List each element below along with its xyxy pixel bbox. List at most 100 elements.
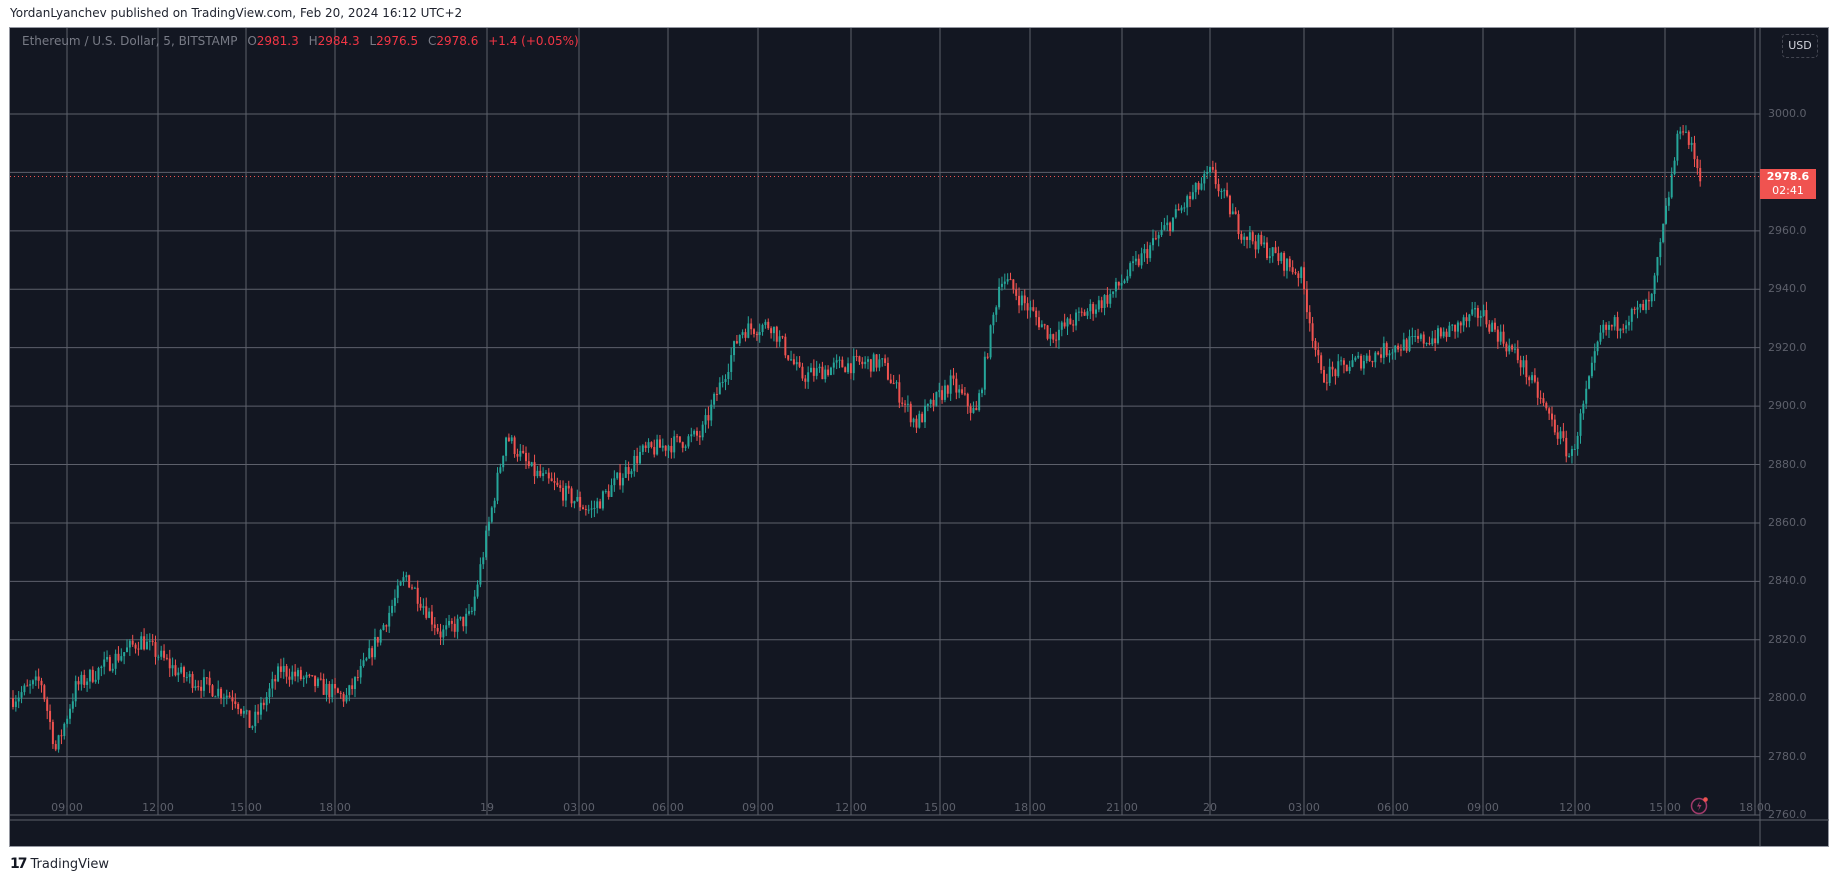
candle-body (536, 470, 539, 477)
candle-body (1465, 317, 1468, 322)
candle-body (1012, 279, 1015, 290)
candle-body (411, 587, 413, 589)
candle-body (713, 393, 716, 405)
candle-body (667, 445, 670, 451)
candle-body (516, 454, 519, 457)
candle-body (405, 575, 408, 578)
candle-body (88, 669, 91, 682)
candle-body (1251, 232, 1254, 242)
candle-body (468, 611, 470, 614)
candle-body (228, 695, 231, 698)
candle-body (339, 692, 342, 694)
candle-body (559, 485, 562, 488)
candle-body (596, 501, 599, 508)
candle-body (1143, 249, 1146, 254)
candle-body (1180, 207, 1183, 211)
candle-body (245, 710, 248, 712)
candle-body (1482, 310, 1485, 316)
candle-body (123, 652, 126, 657)
candle-body (738, 334, 741, 344)
candle-body (165, 657, 168, 659)
candle-body (356, 677, 359, 679)
candle-body (886, 362, 889, 380)
candle-body (428, 611, 431, 618)
candle-body (513, 437, 516, 455)
candle-body (1072, 324, 1075, 326)
candle-body (747, 323, 750, 338)
time-tick-label: 19 (480, 801, 494, 814)
candle-body (442, 629, 445, 638)
candle-body (1157, 235, 1160, 239)
candle-body (334, 684, 337, 689)
candle-body (1516, 348, 1519, 361)
candle-body (1474, 308, 1477, 310)
change-value: +1.4 (+0.05%) (488, 34, 579, 48)
chart-frame[interactable]: Ethereum / U.S. Dollar, 5, BITSTAMP O298… (9, 27, 1829, 847)
candle-body (1670, 174, 1673, 198)
candle-body (1345, 364, 1348, 372)
candle-body (305, 674, 308, 678)
candle-body (308, 674, 311, 676)
candle-body (1485, 310, 1488, 325)
candle-body (972, 408, 975, 413)
lightning-alert-icon[interactable] (1690, 795, 1710, 815)
candle-body (1015, 289, 1018, 296)
time-tick-label: 18:00 (319, 801, 351, 814)
candle-body (733, 341, 736, 356)
time-tick-label: 09:00 (1467, 801, 1499, 814)
candle-body (616, 472, 619, 479)
candle-body (1325, 382, 1328, 384)
candle-body (1687, 131, 1690, 145)
candle-body (200, 686, 203, 691)
candle-body (71, 701, 74, 709)
candle-body (425, 606, 428, 618)
candle-body (254, 711, 257, 727)
candle-body (604, 491, 607, 493)
candle-body (1365, 355, 1368, 361)
candle-body (1596, 341, 1599, 352)
candle-body (17, 697, 20, 702)
candle-body (778, 336, 781, 342)
candle-body (815, 368, 818, 376)
candle-body (875, 354, 878, 368)
candle-body (1399, 349, 1402, 351)
currency-button[interactable]: USD (1782, 34, 1818, 58)
candle-body (1120, 283, 1123, 286)
candle-body (579, 496, 582, 508)
candle-body (1220, 191, 1223, 193)
time-tick-label: 12:00 (142, 801, 174, 814)
candle-body (1565, 437, 1568, 457)
symbol-name[interactable]: Ethereum / U.S. Dollar, 5, BITSTAMP (22, 34, 238, 48)
candle-body (1679, 131, 1682, 134)
candle-body (869, 359, 872, 372)
candle-body (393, 597, 396, 606)
candle-body (351, 685, 354, 690)
candle-body (1354, 357, 1357, 361)
candle-body (1191, 192, 1194, 199)
candle-body (29, 684, 32, 686)
candle-body (1211, 167, 1214, 170)
candle-body (391, 605, 394, 613)
candle-body (163, 650, 166, 658)
candle-body (1599, 332, 1602, 342)
candle-body (844, 367, 847, 373)
candle-body (211, 685, 214, 697)
candle-body (847, 363, 850, 373)
candle-body (1374, 352, 1377, 363)
candle-body (1095, 309, 1097, 314)
candle-body (1419, 334, 1422, 339)
candle-body (396, 585, 399, 598)
candle-body (1097, 300, 1100, 310)
candle-body (1323, 369, 1325, 383)
candle-body (1579, 413, 1582, 436)
candle-body (1285, 258, 1288, 271)
candle-body (647, 442, 650, 449)
candle-body (955, 378, 958, 393)
candle-body (758, 332, 761, 336)
brand-name[interactable]: TradingView (30, 856, 110, 872)
candle-body (1060, 322, 1063, 330)
candle-body (812, 367, 815, 376)
candle-body (770, 328, 773, 334)
candle-body (881, 358, 884, 360)
